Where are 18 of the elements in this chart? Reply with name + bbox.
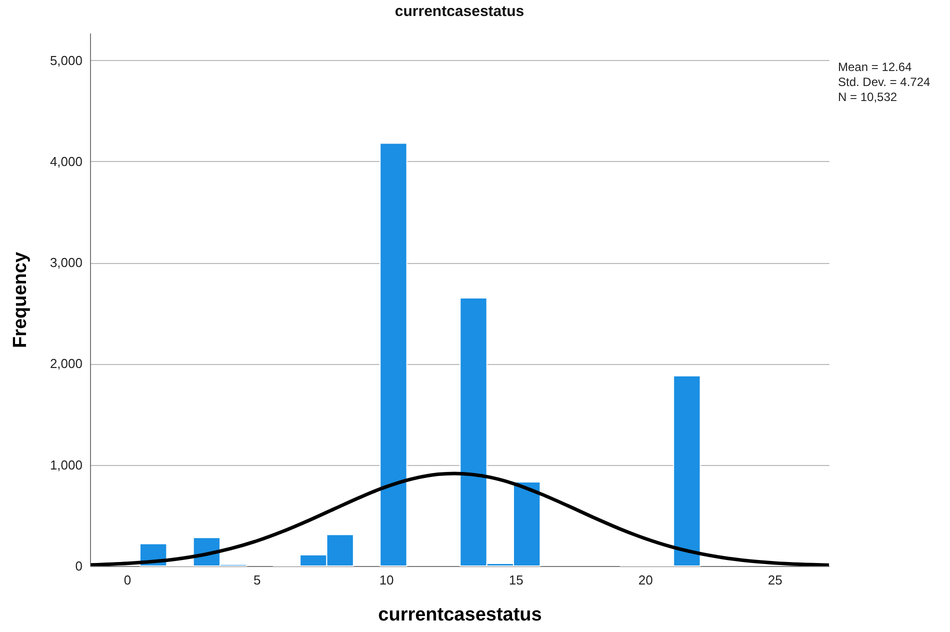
x-tick-label: 20 [638, 572, 653, 588]
x-tick-label: 15 [508, 572, 524, 588]
x-tick-label: 25 [768, 572, 782, 588]
y-tick-label: 5,000 [50, 52, 82, 68]
x-tick-label: 5 [253, 572, 261, 588]
x-axis-title: currentcasestatus [378, 604, 542, 626]
y-tick-label: 3,000 [50, 255, 82, 270]
y-tick-label: 4,000 [50, 154, 82, 169]
y-tick-label: 1,000 [50, 457, 82, 472]
x-tick-label: 10 [379, 572, 394, 588]
text: N = 10,532 [838, 90, 898, 104]
text: Std. Dev. = 4.724 [838, 75, 930, 89]
text: Mean = 12.64 [838, 60, 912, 74]
chart-title: currentcasestatus [394, 3, 524, 20]
y-tick-label: 0 [75, 558, 82, 574]
y-axis-title: Frequency [10, 252, 31, 348]
x-tick-label: 0 [124, 572, 132, 588]
y-tick-label: 2,000 [50, 356, 82, 372]
